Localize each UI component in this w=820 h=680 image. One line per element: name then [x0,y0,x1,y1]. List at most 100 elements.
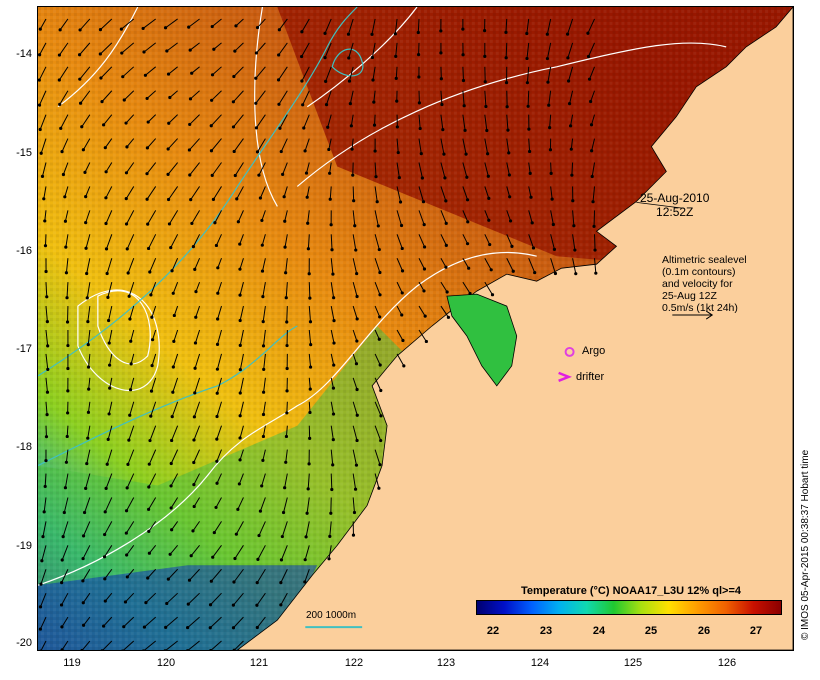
velocity-arrow [527,90,530,107]
velocity-arrow [571,162,574,176]
velocity-arrow-head [81,623,86,627]
velocity-arrow-head [126,271,130,275]
velocity-arrow-head [64,271,69,275]
velocity-arrow-head [100,100,104,104]
velocity-arrow [506,114,509,131]
velocity-arrow [306,497,310,514]
velocity-arrow-head [547,103,551,107]
lat-tick: -17 [16,343,32,355]
velocity-arrow [285,449,288,463]
velocity-arrow [505,42,508,58]
velocity-arrow [210,592,222,606]
velocity-arrow [462,138,467,155]
velocity-arrow [396,281,403,294]
velocity-arrow [233,616,244,629]
velocity-arrow-head [586,54,591,59]
velocity-arrow [108,305,113,321]
velocity-arrow-head [236,220,240,224]
velocity-arrow-head [189,198,193,202]
velocity-arrow [234,162,244,176]
velocity-arrow [526,66,530,83]
velocity-arrow-head [66,389,70,393]
velocity-arrow [284,234,288,248]
velocity-arrow-head [261,458,265,462]
velocity-arrow [591,114,596,125]
velocity-arrow [418,114,421,129]
velocity-arrow [86,282,91,298]
velocity-arrow-head [81,534,86,538]
velocity-arrow [237,210,244,222]
velocity-arrow-head [378,315,382,319]
velocity-arrow-head [444,199,448,203]
velocity-arrow-head [553,271,558,276]
velocity-arrow-head [168,552,172,556]
velocity-arrow [233,90,244,103]
velocity-arrow-head [170,528,174,532]
velocity-arrow [348,66,354,82]
velocity-arrow-head [84,195,88,199]
velocity-arrow-head [194,315,198,319]
velocity-arrow [239,425,244,439]
velocity-arrow [484,234,491,245]
velocity-arrow-head [531,246,536,250]
velocity-arrow [195,305,201,318]
lat-tick: -16 [16,245,32,257]
velocity-arrow-head [44,435,49,439]
velocity-arrow [193,401,201,417]
velocity-arrow [172,353,179,368]
velocity-arrow [373,90,376,103]
velocity-arrow-head [194,290,198,294]
velocity-arrow [396,353,405,367]
velocity-arrow-head [148,438,152,443]
colorbar-tick: 26 [697,625,711,637]
velocity-arrow [418,329,427,342]
velocity-arrow [109,353,113,366]
velocity-arrow-head [129,339,133,343]
velocity-arrow-head [329,223,333,227]
velocity-arrow-head [81,148,85,152]
velocity-arrow-head [66,366,70,371]
velocity-arrow-head [255,150,260,154]
velocity-arrow [189,42,200,51]
velocity-arrow-head [85,271,89,276]
velocity-arrow [190,545,200,557]
colorbar-tick: 25 [644,625,658,637]
velocity-arrow-head [284,460,288,464]
velocity-arrow-head [346,32,351,36]
velocity-arrow [307,210,310,224]
velocity-arrow [189,568,200,581]
velocity-arrow-head [548,126,552,130]
velocity-arrow [256,114,266,129]
velocity-arrow [235,521,244,535]
velocity-arrow [130,353,135,365]
velocity-arrow [217,281,222,294]
velocity-arrow [257,545,266,560]
velocity-arrow-head [261,412,266,417]
velocity-arrow [325,66,332,82]
velocity-arrow-head [257,533,261,538]
velocity-arrow-head [504,30,508,34]
velocity-arrow [528,234,534,249]
velocity-arrow [84,162,91,173]
velocity-arrow-head [104,247,109,251]
velocity-arrow [233,592,244,606]
velocity-arrow-head [465,198,470,202]
velocity-arrow [258,521,266,536]
velocity-arrow [307,473,310,489]
velocity-arrow [440,257,447,268]
velocity-arrow-head [103,577,107,581]
velocity-arrow-head [42,197,46,201]
velocity-arrow-head [594,271,598,275]
velocity-arrow [79,66,91,80]
velocity-arrow [85,234,91,249]
velocity-arrow [82,545,91,559]
velocity-arrow-head [416,53,421,57]
velocity-arrow-head [528,171,532,175]
velocity-arrow [233,640,244,650]
velocity-arrow [167,162,179,175]
velocity-arrow-head [44,458,48,463]
velocity-arrow [352,425,358,441]
velocity-arrow [83,521,91,537]
velocity-arrow-head [124,509,129,513]
velocity-arrow [82,592,91,604]
